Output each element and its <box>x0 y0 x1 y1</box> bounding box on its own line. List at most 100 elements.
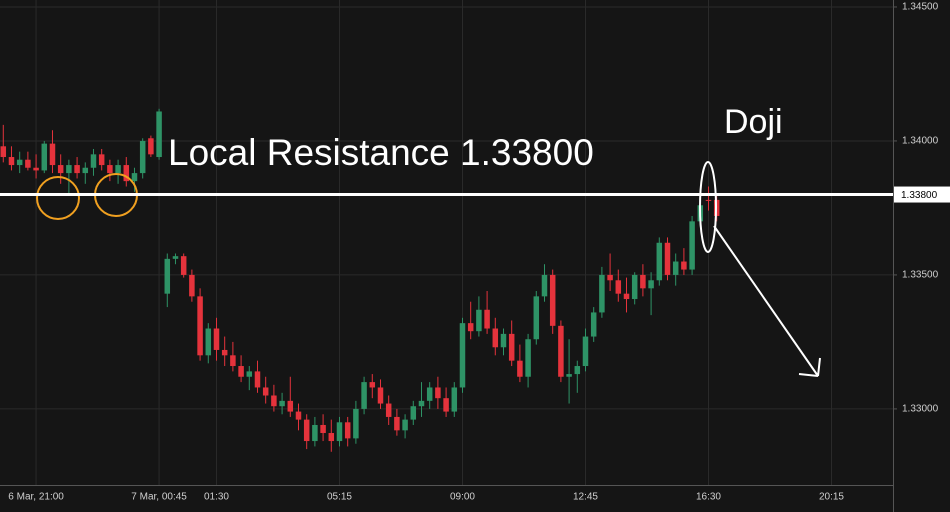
candle-body <box>705 199 712 201</box>
candle-body <box>418 400 425 407</box>
candle-body <box>672 261 679 275</box>
candle-body <box>180 256 187 275</box>
candle-body <box>303 419 310 442</box>
candle-body <box>230 355 236 367</box>
candle-body <box>279 400 285 407</box>
candle-body <box>189 274 195 297</box>
candle-body <box>254 371 261 388</box>
candle-body <box>107 165 113 174</box>
candle-body <box>541 274 548 297</box>
x-tick-label: 6 Mar, 21:00 <box>8 492 64 503</box>
candle-body <box>213 328 220 350</box>
x-tick-label: 16:30 <box>696 492 721 503</box>
candle-body <box>336 422 343 442</box>
candle-body <box>320 424 326 434</box>
candle-body <box>172 256 179 259</box>
candle-body <box>533 296 540 340</box>
candle-body <box>16 159 23 166</box>
candle-body <box>312 424 318 442</box>
candle-body <box>574 366 581 375</box>
candle-body <box>246 371 253 377</box>
candle-body <box>344 422 351 439</box>
candle-body <box>139 140 146 174</box>
candle-body <box>623 293 630 300</box>
candle-body <box>451 387 458 412</box>
candle-body <box>123 165 130 182</box>
candle-body <box>640 274 646 289</box>
candle-body <box>369 382 376 388</box>
candle-body <box>656 242 663 281</box>
resistance-label: 1.33800 <box>901 190 938 201</box>
candle-body <box>517 360 523 377</box>
candle-body <box>197 296 203 356</box>
candle-body <box>82 167 89 174</box>
candle-body <box>295 411 302 420</box>
candle-body <box>648 280 654 289</box>
candle-body <box>90 154 97 168</box>
x-tick-label: 01:30 <box>204 492 229 503</box>
candle-body <box>164 258 171 294</box>
candle-body <box>582 336 589 367</box>
candle-body <box>74 165 80 174</box>
candle-body <box>558 325 564 377</box>
candle-body <box>156 111 162 158</box>
y-tick-label: 1.34000 <box>902 136 939 147</box>
candle-body <box>410 406 417 420</box>
candle-body <box>566 374 572 377</box>
candle-body <box>25 159 31 168</box>
candle-body <box>361 382 367 409</box>
candle-body <box>459 323 466 388</box>
highlight-circle <box>36 176 80 220</box>
candle-body <box>66 165 72 174</box>
y-tick-label: 1.33500 <box>902 270 939 281</box>
candle-body <box>467 323 474 332</box>
candle-body <box>664 242 671 275</box>
candle-body <box>148 138 154 155</box>
y-tick-label: 1.34500 <box>902 2 939 13</box>
candle-body <box>33 167 39 171</box>
candle-body <box>0 146 7 158</box>
candle-body <box>115 165 121 174</box>
candle-body <box>8 157 15 166</box>
candle-body <box>599 274 605 313</box>
candle-body <box>500 333 507 348</box>
x-tick-label: 09:00 <box>450 492 475 503</box>
candle-body <box>238 366 244 377</box>
candle-body <box>484 309 490 329</box>
candle-body <box>262 387 269 396</box>
candle-body <box>549 274 556 326</box>
x-tick-label: 12:45 <box>573 492 598 503</box>
candle-body <box>631 274 638 300</box>
candle-body <box>590 312 597 337</box>
axes: 1.34500 1.34000 1.33500 1.33000 6 Mar, 21:00… <box>8 2 938 503</box>
candle-body <box>443 398 449 412</box>
candle-body <box>131 173 138 182</box>
candle-body <box>385 403 392 417</box>
candle-body <box>287 400 294 412</box>
annotation: Local Resistance 1.33800 <box>168 132 594 173</box>
x-tick-label: 05:15 <box>327 492 352 503</box>
candle-body <box>98 154 105 166</box>
candle-body <box>607 274 613 281</box>
candle-body <box>426 387 433 401</box>
candle-body <box>681 261 687 270</box>
candle-body <box>221 349 228 356</box>
arrow <box>713 225 821 377</box>
candle-body <box>353 408 359 439</box>
candle-body <box>689 221 695 270</box>
candle-body <box>402 419 408 431</box>
candle-body <box>49 143 56 166</box>
candle-body <box>41 143 48 171</box>
candles <box>0 108 720 452</box>
candle-body <box>394 416 400 431</box>
candle-body <box>271 395 277 407</box>
candle-body <box>525 339 531 377</box>
candle-body <box>508 333 515 361</box>
candle-body <box>205 328 212 356</box>
annotation: Doji <box>724 103 783 141</box>
resistance-label-box <box>894 186 950 203</box>
candle-body <box>492 328 499 348</box>
